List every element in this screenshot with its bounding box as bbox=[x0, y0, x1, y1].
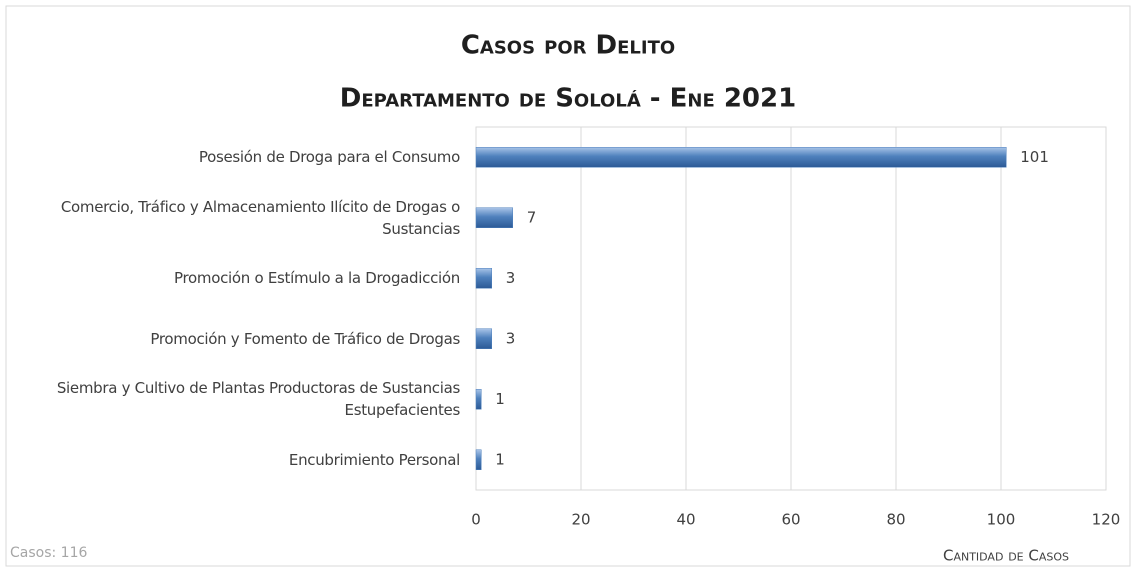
bar bbox=[475, 268, 492, 289]
data-label: 7 bbox=[527, 208, 537, 226]
x-tick-label: 100 bbox=[987, 511, 1016, 529]
x-tick-label: 40 bbox=[676, 511, 695, 529]
data-label: 1 bbox=[495, 390, 505, 408]
x-tick-label: 20 bbox=[571, 511, 590, 529]
y-tick-label: Posesión de Droga para el Consumo bbox=[198, 148, 460, 167]
chart-title: Casos por Delito bbox=[461, 31, 675, 61]
y-tick-label: Comercio, Tráfico y Almacenamiento Ilíci… bbox=[60, 197, 460, 238]
annotation: Casos: 116 bbox=[10, 545, 87, 561]
bar bbox=[475, 207, 513, 228]
data-label: 101 bbox=[1020, 148, 1049, 166]
bar bbox=[475, 328, 492, 349]
data-label: 1 bbox=[495, 450, 505, 468]
y-tick-label: Promoción y Fomento de Tráfico de Drogas bbox=[150, 329, 460, 348]
chart-subtitle: Departamento de Sololá - Ene 2021 bbox=[340, 84, 796, 114]
bar bbox=[475, 147, 1007, 168]
y-tick-label: Encubrimiento Personal bbox=[288, 450, 460, 469]
y-tick-label: Promoción o Estímulo a la Drogadicción bbox=[174, 269, 460, 288]
x-tick-label: 80 bbox=[886, 511, 905, 529]
bar bbox=[475, 449, 482, 470]
x-tick-label: 60 bbox=[781, 511, 800, 529]
x-tick-label: 0 bbox=[471, 511, 481, 529]
x-tick-label: 120 bbox=[1092, 511, 1121, 529]
data-label: 3 bbox=[506, 329, 516, 347]
bar bbox=[475, 389, 482, 410]
y-tick-label: Siembra y Cultivo de Plantas Productoras… bbox=[56, 379, 460, 420]
chart-border bbox=[5, 5, 1131, 567]
data-label: 3 bbox=[506, 269, 516, 287]
x-axis-label: Cantidad de Casos bbox=[943, 547, 1069, 565]
